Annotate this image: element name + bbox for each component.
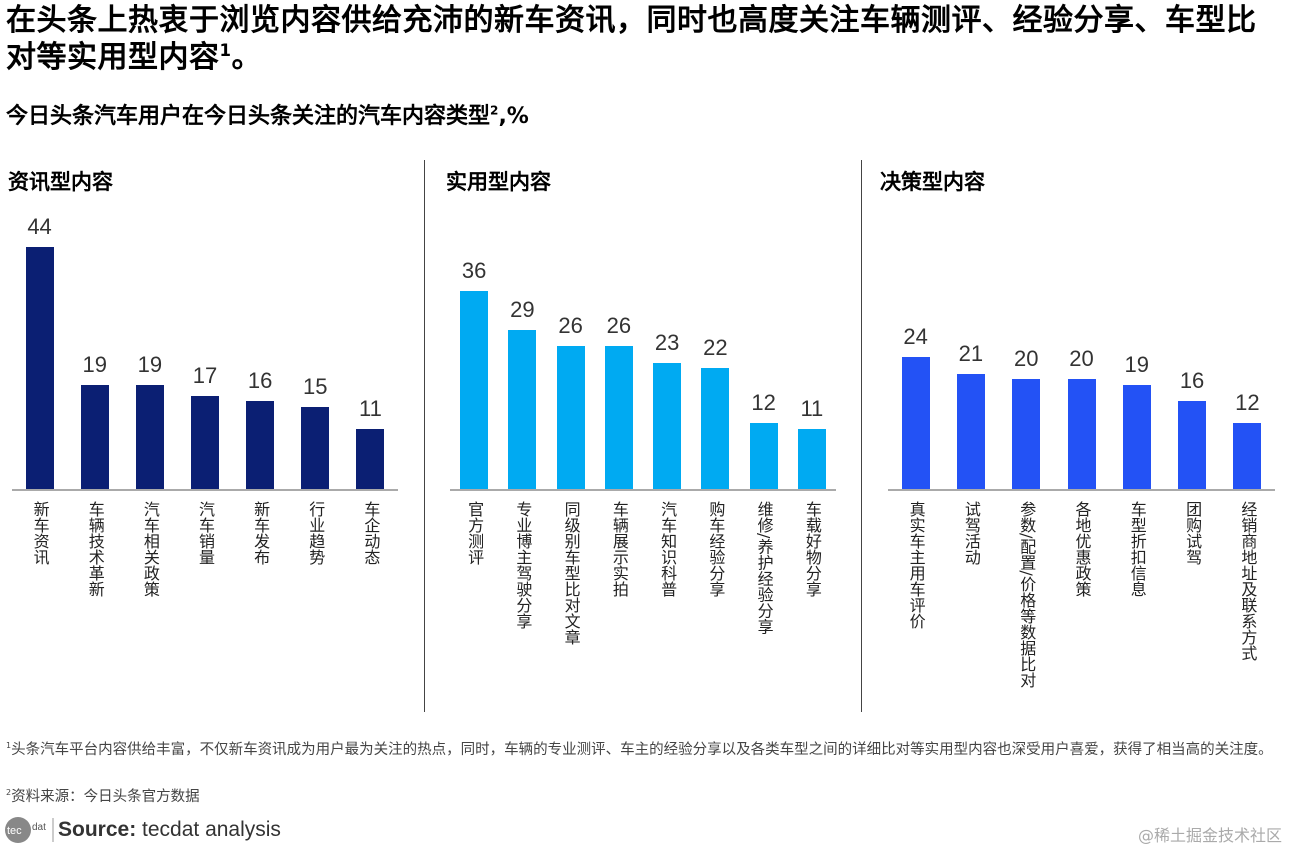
bar: [80, 384, 109, 489]
bar: [901, 357, 930, 489]
bar: [508, 329, 537, 489]
category-label: 专业博主驾驶分享: [513, 501, 533, 629]
category-label: 团购试驾: [1183, 501, 1203, 565]
data-label: 19: [137, 351, 163, 377]
data-label: 16: [1179, 368, 1205, 393]
category-label: 试驾活动: [961, 501, 981, 565]
category-label: 经销商地址及联系方式: [1238, 501, 1258, 661]
watermark: @稀土掘金技术社区: [1137, 826, 1282, 845]
bar: [1178, 401, 1207, 489]
category-label: 各地优惠政策: [1072, 501, 1092, 597]
data-label: 26: [606, 313, 632, 338]
category-label: 新车资讯: [30, 501, 50, 565]
bar: [556, 346, 585, 489]
data-label: 36: [461, 258, 487, 283]
bar: [701, 368, 730, 489]
bar: [749, 423, 778, 489]
chart-subtitle: 今日头条汽车用户在今日头条关注的汽车内容类型2,%: [6, 103, 529, 129]
category-label: 新车发布: [251, 501, 271, 565]
bar: [1067, 379, 1096, 489]
data-label: 26: [558, 313, 583, 338]
footnote-1: 1头条汽车平台内容供给丰富，不仅新车资讯成为用户最为关注的热点，同时，车辆的专业…: [6, 741, 1273, 758]
data-label: 12: [751, 390, 776, 415]
category-label: 参数/配置/价格等数据比对: [1017, 501, 1037, 688]
page-title: 在头条上热衷于浏览内容供给充沛的新车资讯，同时也高度关注车辆测评、经验分享、车型…: [6, 3, 1257, 75]
bar: [604, 346, 633, 489]
bar: [653, 362, 682, 489]
data-label: 20: [1069, 346, 1094, 371]
tecdat-logo: tec dat: [5, 817, 54, 843]
category-label: 真实车主用车评价: [906, 501, 926, 629]
panel-title: 资讯型内容: [8, 170, 113, 194]
category-label: 车企动态: [361, 501, 381, 565]
category-label: 车载好物分享: [802, 501, 822, 597]
bar: [797, 428, 826, 489]
bar: [1233, 423, 1262, 489]
category-label: 维修/养护经验分享: [754, 501, 774, 635]
bar: [356, 428, 385, 489]
category-label: 同级别车型比对文章: [561, 501, 581, 645]
bar: [956, 373, 985, 489]
category-label: 行业趋势: [306, 501, 326, 565]
data-label: 12: [1235, 390, 1260, 415]
data-label: 21: [958, 340, 984, 366]
category-label: 官方测评: [465, 501, 485, 565]
category-label: 汽车销量: [196, 501, 215, 565]
panel-divider: [861, 160, 862, 712]
source-line: Source: tecdat analysis: [58, 818, 281, 841]
data-label: 11: [800, 395, 824, 421]
data-label: 20: [1013, 346, 1039, 371]
svg-text:dat: dat: [32, 822, 46, 833]
panel-title: 决策型内容: [880, 170, 985, 194]
bar: [246, 401, 275, 489]
category-label: 车辆技术革新: [85, 501, 105, 597]
data-label: 19: [1124, 351, 1150, 377]
data-label: 24: [903, 324, 928, 349]
svg-text:tec: tec: [7, 825, 22, 837]
category-label: 车型折扣信息: [1127, 501, 1147, 597]
bar: [135, 384, 164, 489]
data-label: 23: [654, 329, 680, 355]
bar: [1122, 384, 1151, 489]
category-label: 购车经验分享: [706, 501, 726, 597]
bar: [460, 291, 489, 489]
category-label: 汽车相关政策: [140, 501, 160, 597]
x-axis: [888, 489, 1275, 491]
category-label: 车辆展示实拍: [609, 501, 629, 597]
data-label: 44: [27, 214, 52, 239]
panel-title: 实用型内容: [446, 170, 551, 194]
data-label: 16: [247, 368, 273, 393]
data-label: 15: [303, 373, 328, 399]
footnote-2: 2资料来源：今日头条官方数据: [6, 788, 200, 805]
bar: [1012, 379, 1041, 489]
panel-divider: [424, 160, 425, 712]
data-label: 29: [510, 296, 535, 322]
bar: [301, 406, 330, 489]
data-label: 17: [192, 362, 218, 388]
bar: [191, 395, 219, 489]
category-label: 汽车知识科普: [658, 501, 678, 597]
x-axis: [12, 489, 398, 491]
data-label: 19: [82, 351, 107, 377]
bar: [25, 247, 54, 489]
x-axis: [450, 489, 836, 491]
data-label: 22: [703, 335, 728, 360]
data-label: 11: [359, 395, 382, 421]
